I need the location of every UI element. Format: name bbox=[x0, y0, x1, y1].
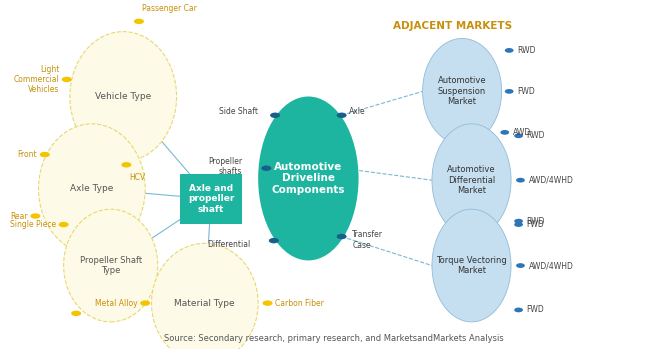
Text: RWD: RWD bbox=[526, 216, 545, 226]
Text: Carbon Fiber: Carbon Fiber bbox=[275, 298, 324, 308]
Text: Automotive
Suspension
Market: Automotive Suspension Market bbox=[438, 76, 486, 106]
Ellipse shape bbox=[38, 124, 145, 253]
Ellipse shape bbox=[70, 32, 177, 161]
Text: Metal Alloy: Metal Alloy bbox=[95, 298, 138, 308]
Text: AWD: AWD bbox=[513, 128, 531, 137]
Circle shape bbox=[514, 133, 523, 138]
Text: Light
Commercial
Vehicles: Light Commercial Vehicles bbox=[14, 64, 59, 94]
Text: ADJACENT MARKETS: ADJACENT MARKETS bbox=[393, 21, 512, 31]
Text: AWD/4WHD: AWD/4WHD bbox=[528, 261, 573, 270]
Circle shape bbox=[31, 213, 40, 219]
FancyBboxPatch shape bbox=[180, 174, 242, 224]
Circle shape bbox=[134, 19, 144, 24]
Circle shape bbox=[337, 113, 346, 118]
Text: Rear: Rear bbox=[10, 212, 28, 221]
Text: Material Type: Material Type bbox=[174, 298, 235, 308]
Ellipse shape bbox=[64, 209, 158, 322]
Circle shape bbox=[263, 300, 272, 306]
Circle shape bbox=[514, 219, 523, 224]
Circle shape bbox=[40, 152, 50, 157]
Circle shape bbox=[500, 130, 509, 135]
Circle shape bbox=[514, 222, 523, 227]
Text: Automotive
Driveline
Components: Automotive Driveline Components bbox=[272, 162, 345, 195]
Text: Front: Front bbox=[18, 150, 37, 159]
Text: Vehicle Type: Vehicle Type bbox=[95, 92, 151, 101]
Text: Torque Vectoring
Market: Torque Vectoring Market bbox=[436, 256, 507, 275]
Text: Passenger Car: Passenger Car bbox=[142, 4, 197, 13]
Text: FWD: FWD bbox=[526, 220, 545, 229]
Text: RWD: RWD bbox=[526, 131, 545, 140]
Circle shape bbox=[58, 222, 69, 227]
Ellipse shape bbox=[432, 209, 511, 322]
Circle shape bbox=[261, 165, 271, 171]
Circle shape bbox=[62, 77, 72, 82]
Text: Differential: Differential bbox=[207, 240, 251, 249]
Text: Single Piece: Single Piece bbox=[10, 220, 56, 229]
Circle shape bbox=[516, 263, 525, 268]
Circle shape bbox=[516, 178, 525, 183]
Text: Axle and
propeller
shaft: Axle and propeller shaft bbox=[188, 184, 234, 214]
Text: HCV: HCV bbox=[129, 173, 146, 182]
Circle shape bbox=[505, 89, 514, 94]
Circle shape bbox=[140, 300, 150, 306]
Text: Transfer
Case: Transfer Case bbox=[352, 230, 383, 250]
Circle shape bbox=[505, 48, 514, 53]
Ellipse shape bbox=[258, 96, 359, 260]
Circle shape bbox=[337, 234, 346, 239]
Text: FWD: FWD bbox=[517, 87, 535, 96]
Ellipse shape bbox=[432, 124, 511, 237]
Circle shape bbox=[122, 162, 131, 168]
Text: Source: Secondary research, primary research, and MarketsandMarkets Analysis: Source: Secondary research, primary rese… bbox=[164, 334, 503, 343]
Text: FWD: FWD bbox=[526, 306, 545, 314]
Text: Propeller
shafts: Propeller shafts bbox=[209, 157, 242, 176]
Circle shape bbox=[514, 308, 523, 312]
Text: Axle Type: Axle Type bbox=[70, 184, 114, 193]
Text: Automotive
Differential
Market: Automotive Differential Market bbox=[447, 165, 496, 195]
Circle shape bbox=[269, 238, 279, 243]
Circle shape bbox=[270, 113, 280, 118]
Ellipse shape bbox=[151, 243, 258, 352]
Text: Axle: Axle bbox=[349, 107, 366, 117]
Ellipse shape bbox=[422, 38, 502, 144]
Circle shape bbox=[71, 310, 81, 316]
Text: Side Shaft: Side Shaft bbox=[219, 107, 258, 117]
Text: RWD: RWD bbox=[517, 46, 536, 55]
Text: AWD/4WHD: AWD/4WHD bbox=[528, 176, 573, 185]
Text: Propeller Shaft
Type: Propeller Shaft Type bbox=[79, 256, 142, 275]
